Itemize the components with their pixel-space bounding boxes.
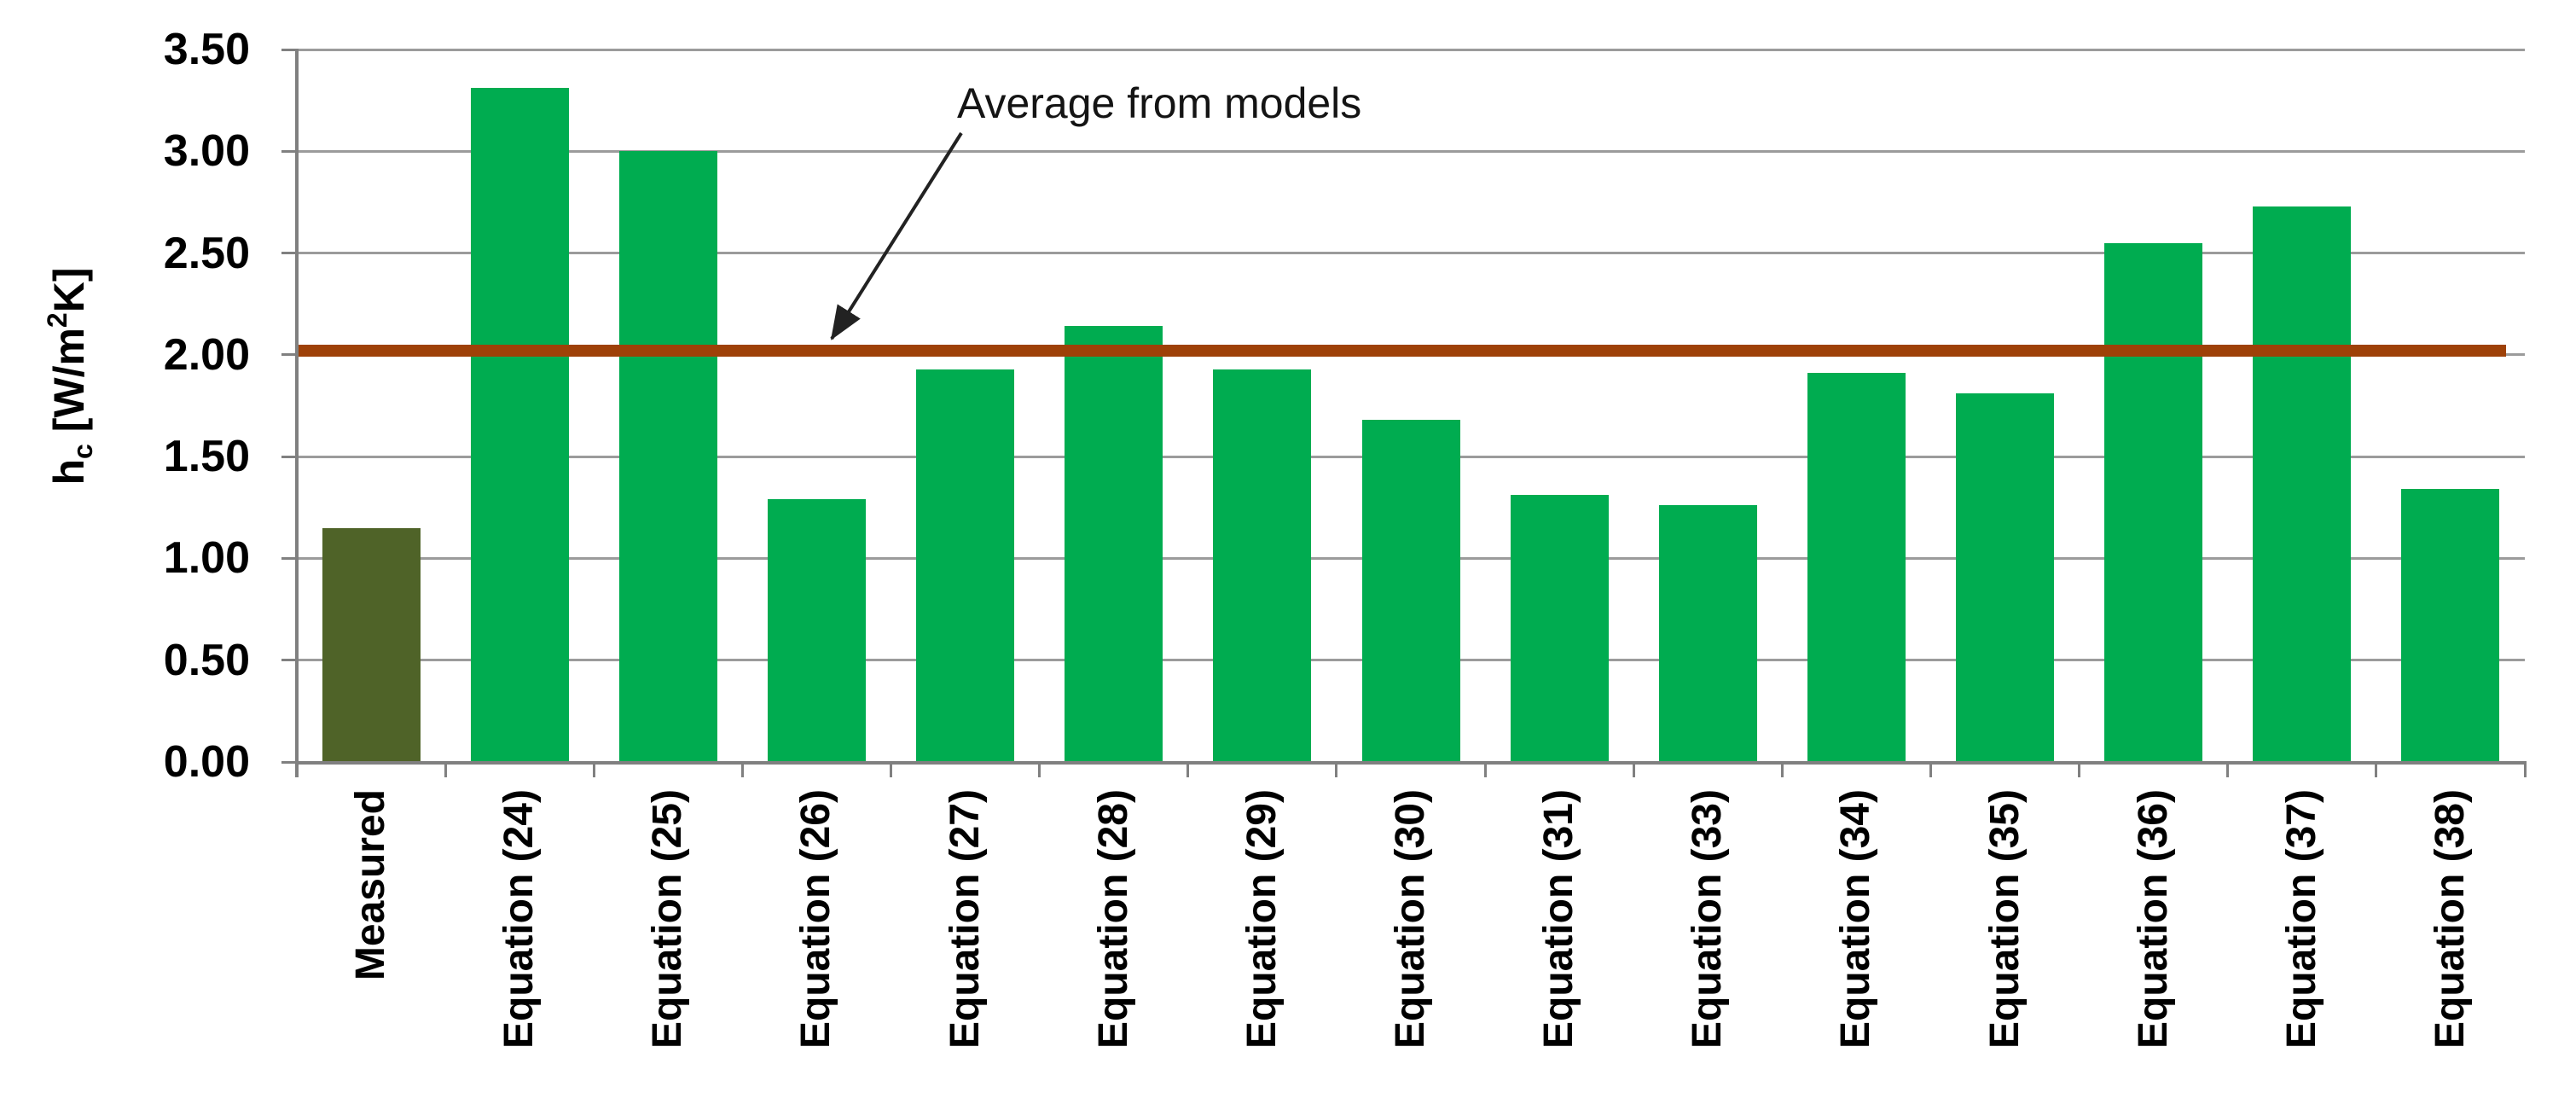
y-tick-mark: [281, 455, 299, 458]
x-tick-label: Equation (27): [942, 789, 988, 1050]
bar-equation-26: [767, 499, 866, 762]
bar-equation-29: [1213, 369, 1312, 762]
x-tick-label: Equation (37): [2278, 789, 2324, 1050]
bar-equation-36: [2104, 242, 2203, 762]
y-tick-label: 1.50: [163, 432, 250, 482]
x-tick-label: Equation (31): [1536, 789, 1582, 1050]
y-tick-mark: [281, 659, 299, 662]
bar-equation-24: [470, 88, 569, 762]
x-tick-label: Equation (38): [2427, 789, 2473, 1050]
y-tick-label: 3.00: [163, 126, 250, 177]
x-tick-label: Equation (26): [793, 789, 839, 1050]
x-tick-mark: [1780, 762, 1784, 777]
y-tick-label: 3.50: [163, 25, 250, 74]
x-tick-label: Equation (28): [1090, 789, 1136, 1050]
x-tick-mark: [1186, 762, 1190, 777]
bar-equation-33: [1658, 505, 1757, 762]
gridline-3.50: [297, 48, 2525, 51]
bar-equation-25: [618, 151, 717, 762]
x-tick-mark: [740, 762, 744, 777]
x-tick-label: Equation (30): [1388, 789, 1433, 1050]
gridline-2.50: [297, 252, 2525, 255]
y-tick-mark: [281, 556, 299, 560]
x-tick-mark: [2078, 762, 2081, 777]
y-tick-label: 1.00: [163, 533, 250, 584]
bar-equation-28: [1065, 326, 1163, 762]
y-tick-mark: [281, 48, 299, 51]
x-tick-mark: [1483, 762, 1487, 777]
bar-equation-35: [1956, 393, 2055, 762]
y-tick-mark: [281, 149, 299, 153]
x-tick-mark: [2226, 762, 2230, 777]
y-axis-title-subscript: c: [67, 444, 98, 459]
y-tick-label: 0.00: [163, 737, 250, 787]
y-tick-label: 0.50: [163, 635, 250, 685]
bar-equation-37: [2253, 206, 2352, 762]
x-tick-label: Equation (35): [1981, 789, 2028, 1050]
y-tick-mark: [281, 760, 299, 764]
x-tick-mark: [1929, 762, 1932, 777]
y-tick-label: 2.50: [163, 228, 250, 278]
x-tick-mark: [890, 762, 893, 777]
x-tick-label: Equation (25): [645, 789, 691, 1050]
x-tick-mark: [1038, 762, 1041, 777]
x-tick-mark: [1632, 762, 1635, 777]
bar-equation-38: [2401, 489, 2500, 762]
x-tick-label: Equation (33): [1685, 789, 1731, 1050]
average-line-annotation: Average from models: [957, 79, 1362, 127]
y-axis-title-superscript: 2: [42, 312, 73, 329]
x-tick-mark: [444, 762, 447, 777]
y-axis-title: hc [W/m2K]: [42, 267, 98, 486]
bar-equation-30: [1361, 420, 1460, 762]
x-tick-label: Equation (24): [496, 789, 542, 1050]
bar-equation-34: [1807, 373, 1906, 762]
x-tick-label: Equation (36): [2130, 789, 2176, 1050]
y-axis-line: [295, 49, 299, 777]
x-tick-label: Equation (34): [1833, 789, 1879, 1050]
x-tick-mark: [2523, 762, 2527, 777]
bar-equation-31: [1510, 495, 1609, 762]
gridline-3.00: [297, 149, 2525, 153]
y-tick-mark: [281, 252, 299, 255]
average-reference-line: [297, 345, 2506, 358]
y-tick-mark: [281, 353, 299, 357]
x-tick-mark: [1335, 762, 1338, 777]
bar-measured: [322, 527, 421, 762]
bar-equation-27: [916, 369, 1015, 762]
x-tick-mark: [592, 762, 595, 777]
x-tick-label: Measured: [348, 789, 394, 981]
x-tick-mark: [2375, 762, 2378, 777]
x-axis-line: [295, 761, 2527, 765]
y-tick-label: 2.00: [163, 329, 250, 380]
x-tick-label: Equation (29): [1239, 789, 1285, 1050]
